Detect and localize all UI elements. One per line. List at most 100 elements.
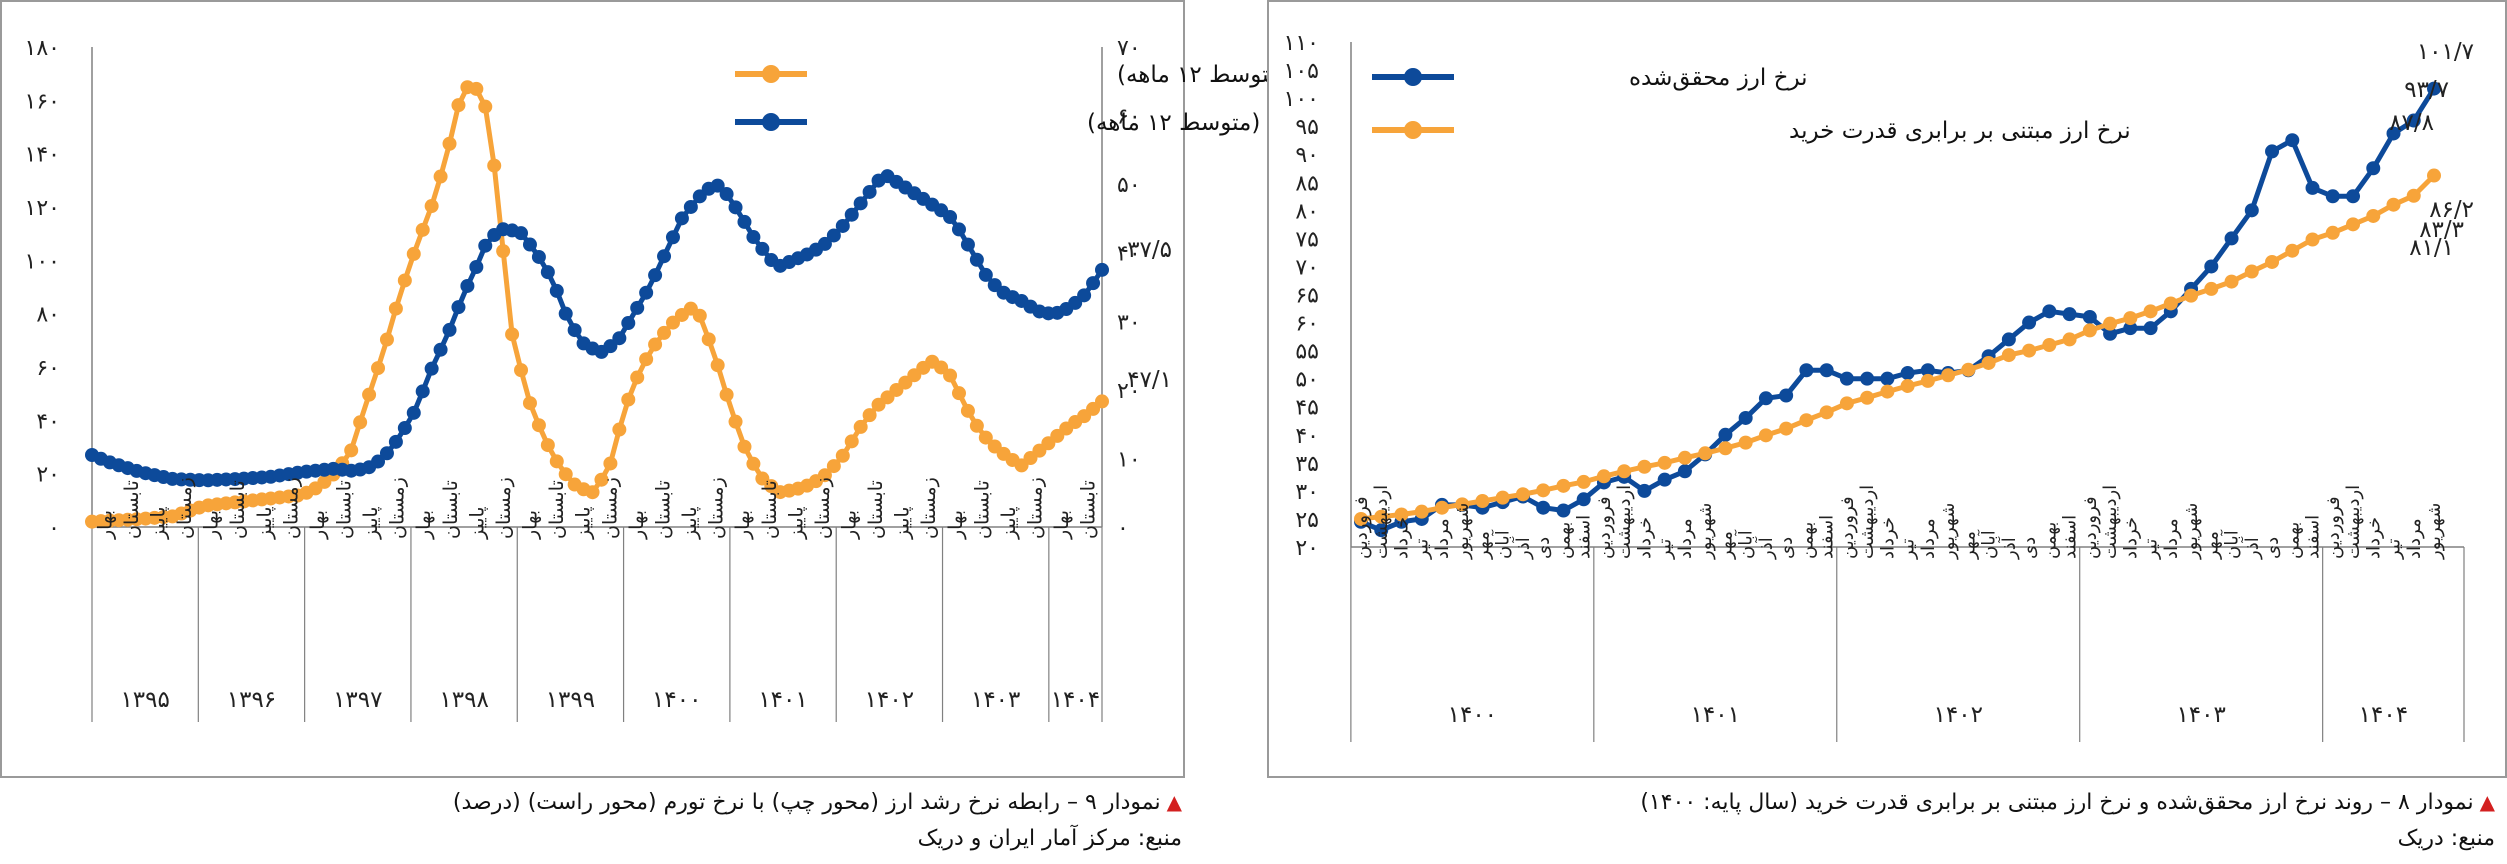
x-month-label: تیر xyxy=(1655,539,1676,560)
left-chart-caption: ▲نمودار ۹ – رابطه نرخ رشد ارز (محور چپ) … xyxy=(12,790,1182,815)
x-year-label: ۱۳۹۶ xyxy=(227,687,276,713)
left-y-tick-label: ۰ xyxy=(48,516,60,541)
data-point-ppp xyxy=(1819,405,1834,420)
left-y-tick-label: ۱۸۰ xyxy=(25,36,60,61)
data-point-ppp xyxy=(1860,390,1875,405)
x-season-label: زمستان xyxy=(387,477,409,539)
data-point-ppp xyxy=(2386,197,2401,212)
data-point-ppp xyxy=(1900,378,1915,393)
x-season-label: پاییز xyxy=(254,506,276,540)
left-chart-source: منبع: مرکز آمار ایران و دریک xyxy=(917,826,1182,851)
data-point-ppp xyxy=(2285,243,2300,258)
data-point-inflation xyxy=(665,230,680,245)
data-point-ppp xyxy=(1961,362,1976,377)
right-y-tick-label: ۲۰ xyxy=(1117,379,1141,404)
data-point-inflation xyxy=(478,238,493,253)
y-tick-label: ۸۰ xyxy=(1295,199,1319,224)
left-y-tick-label: ۴۰ xyxy=(36,409,60,434)
data-point-inflation xyxy=(1086,276,1101,291)
data-point-realized xyxy=(2366,161,2381,176)
data-point-fx-growth xyxy=(826,459,841,474)
data-point-inflation xyxy=(388,434,403,449)
data-point-inflation xyxy=(612,331,627,346)
data-point-ppp xyxy=(2163,296,2178,311)
data-point-inflation xyxy=(853,196,868,211)
data-point-inflation xyxy=(469,260,484,275)
x-year-label: ۱۴۰۱ xyxy=(1691,702,1740,728)
data-point-ppp xyxy=(1758,428,1773,443)
data-point-fx-growth xyxy=(657,325,672,340)
data-label-fx-growth-last: ۴۷/۱ xyxy=(1127,367,1172,393)
x-season-label: بهار xyxy=(945,510,967,540)
data-point-inflation xyxy=(969,252,984,267)
left-y-tick-label: ۱۲۰ xyxy=(25,196,60,221)
data-point-fx-growth xyxy=(719,387,734,402)
data-point-inflation xyxy=(683,199,698,214)
x-year-label: ۱۳۹۵ xyxy=(120,687,169,713)
series-group xyxy=(1354,81,2441,538)
data-point-realized xyxy=(2285,133,2300,148)
data-point-fx-growth xyxy=(585,485,600,500)
data-label-endpoint: ۸۶/۲ xyxy=(2429,197,2474,223)
data-point-fx-growth xyxy=(1095,394,1109,409)
x-month-label: آبان xyxy=(1734,529,1757,559)
data-point-ppp xyxy=(1839,396,1854,411)
x-season-label: تابستان xyxy=(334,480,356,539)
y-tick-label: ۷۵ xyxy=(1295,227,1319,252)
x-month-label: خرداد xyxy=(2363,517,2384,559)
data-label-endpoint: ۱۰۱/۷ xyxy=(2417,39,2474,65)
data-point-ppp xyxy=(1698,446,1713,461)
data-point-fx-growth xyxy=(648,337,663,352)
x-month-label: دی xyxy=(2019,537,2040,559)
right-chart-caption: ▲نمودار ۸ – روند نرخ ارز محقق‌شده و نرخ … xyxy=(1265,790,2495,815)
data-point-fx-growth xyxy=(514,363,529,378)
x-month-label: آذر xyxy=(1754,536,1777,560)
data-point-inflation xyxy=(451,300,466,315)
data-point-realized xyxy=(1576,492,1591,507)
legend-label-ppp: نرخ ارز مبتنی بر برابری قدرت خرید xyxy=(1789,118,2131,144)
data-point-ppp xyxy=(1677,450,1692,465)
data-point-ppp xyxy=(1556,478,1571,493)
x-month-label: فروردین xyxy=(2080,496,2101,559)
x-month-label: آذر xyxy=(2240,536,2263,560)
x-season-label: پاییز xyxy=(360,506,382,540)
chart-panel-fx-ppp: ۲۰ ۲۵ ۳۰ ۳۵ ۴۰ ۴۵ ۵۰ ۵۵ ۶۰ ۶۵ ۷۰ ۷۵ ۸۰ ۸۵ ۹۰ ۹۵ ۱۰۰ ۱۰۵ ۱۱… xyxy=(1267,0,2507,778)
data-point-fx-growth xyxy=(934,360,949,375)
data-point-realized xyxy=(2305,180,2320,195)
x-season-label: پاییز xyxy=(466,506,488,540)
data-point-ppp xyxy=(2103,316,2118,331)
y-tick-label: ۴۰ xyxy=(1295,424,1319,449)
data-point-inflation xyxy=(531,249,546,264)
data-point-fx-growth xyxy=(424,199,439,214)
data-point-fx-growth xyxy=(862,408,877,423)
data-point-realized xyxy=(1839,371,1854,386)
x-month-label: اردیبهشت xyxy=(1371,485,1392,559)
data-point-fx-growth xyxy=(442,136,457,151)
legend-marker-ppp xyxy=(1404,121,1422,139)
axes xyxy=(1350,42,2465,742)
left-y-tick-label: ۱۴۰ xyxy=(25,143,60,168)
right-y-tick-label: ۱۰ xyxy=(1117,447,1141,472)
x-month-label: تیر xyxy=(2141,539,2162,560)
x-month-label: مهر xyxy=(1958,531,1979,560)
x-month-label: اسفند xyxy=(2303,515,2324,559)
data-point-realized xyxy=(2123,321,2138,336)
data-point-realized xyxy=(1860,371,1875,386)
data-point-ppp xyxy=(1880,384,1895,399)
data-point-ppp xyxy=(2204,281,2219,296)
x-season-label: تابستان xyxy=(227,480,249,539)
data-point-ppp xyxy=(1779,421,1794,436)
data-point-inflation xyxy=(719,187,734,202)
data-point-fx-growth xyxy=(978,430,993,445)
y-tick-label: ۴۵ xyxy=(1295,396,1319,421)
x-year-label: ۱۴۰۴ xyxy=(1051,687,1100,713)
fx-ppp-chart: ۲۰ ۲۵ ۳۰ ۳۵ ۴۰ ۴۵ ۵۰ ۵۵ ۶۰ ۶۵ ۷۰ ۷۵ ۸۰ ۸۵ ۹۰ ۹۵ ۱۰۰ ۱۰۵ ۱۱… xyxy=(1284,31,2474,742)
data-point-ppp xyxy=(1617,464,1632,479)
x-month-label: اردیبهشت xyxy=(1857,485,1878,559)
data-point-inflation xyxy=(460,278,475,293)
data-point-fx-growth xyxy=(969,418,984,433)
data-point-fx-growth xyxy=(701,332,716,347)
data-point-inflation xyxy=(657,249,672,264)
data-point-fx-growth xyxy=(415,222,430,237)
data-point-fx-growth xyxy=(406,246,421,261)
